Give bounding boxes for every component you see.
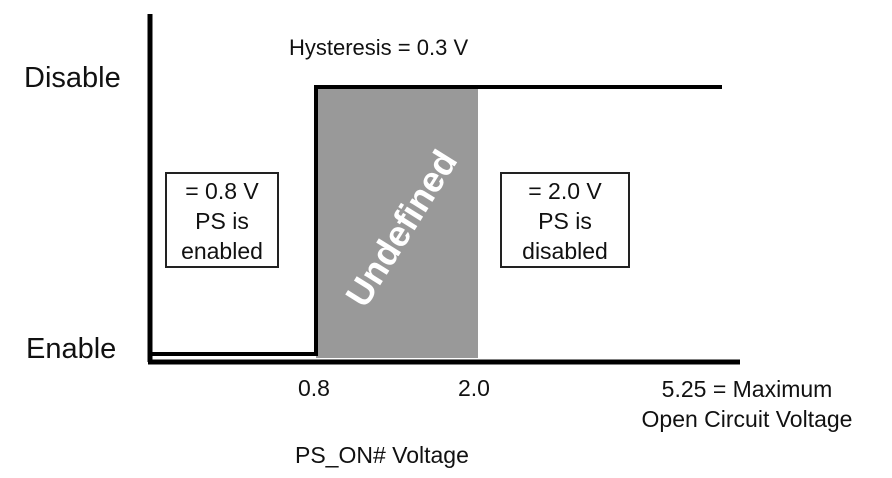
enabled-box-line-2: PS is bbox=[195, 208, 249, 234]
disable-state-label: Disable bbox=[24, 62, 121, 94]
undefined-region bbox=[316, 86, 478, 358]
max-voltage-line-1: 5.25 = Maximum bbox=[661, 376, 833, 402]
x-tick-2-0: 2.0 bbox=[458, 375, 490, 401]
hysteresis-label: Hysteresis = 0.3 V bbox=[289, 35, 469, 60]
max-voltage-line-2: Open Circuit Voltage bbox=[641, 406, 853, 432]
enabled-threshold-box: = 0.8 V PS is enabled bbox=[165, 172, 279, 268]
enabled-box-line-3: enabled bbox=[181, 238, 263, 264]
x-axis-label: PS_ON# Voltage bbox=[295, 442, 469, 468]
x-tick-0-8: 0.8 bbox=[298, 375, 330, 401]
enable-state-label: Enable bbox=[26, 333, 117, 365]
disabled-box-line-2: PS is bbox=[538, 208, 592, 234]
disabled-box-line-3: disabled bbox=[522, 238, 608, 264]
disabled-box-line-1: = 2.0 V bbox=[528, 178, 602, 204]
max-voltage-label: 5.25 = Maximum Open Circuit Voltage bbox=[616, 374, 878, 434]
enabled-box-line-1: = 0.8 V bbox=[185, 178, 259, 204]
disabled-threshold-box: = 2.0 V PS is disabled bbox=[500, 172, 630, 268]
